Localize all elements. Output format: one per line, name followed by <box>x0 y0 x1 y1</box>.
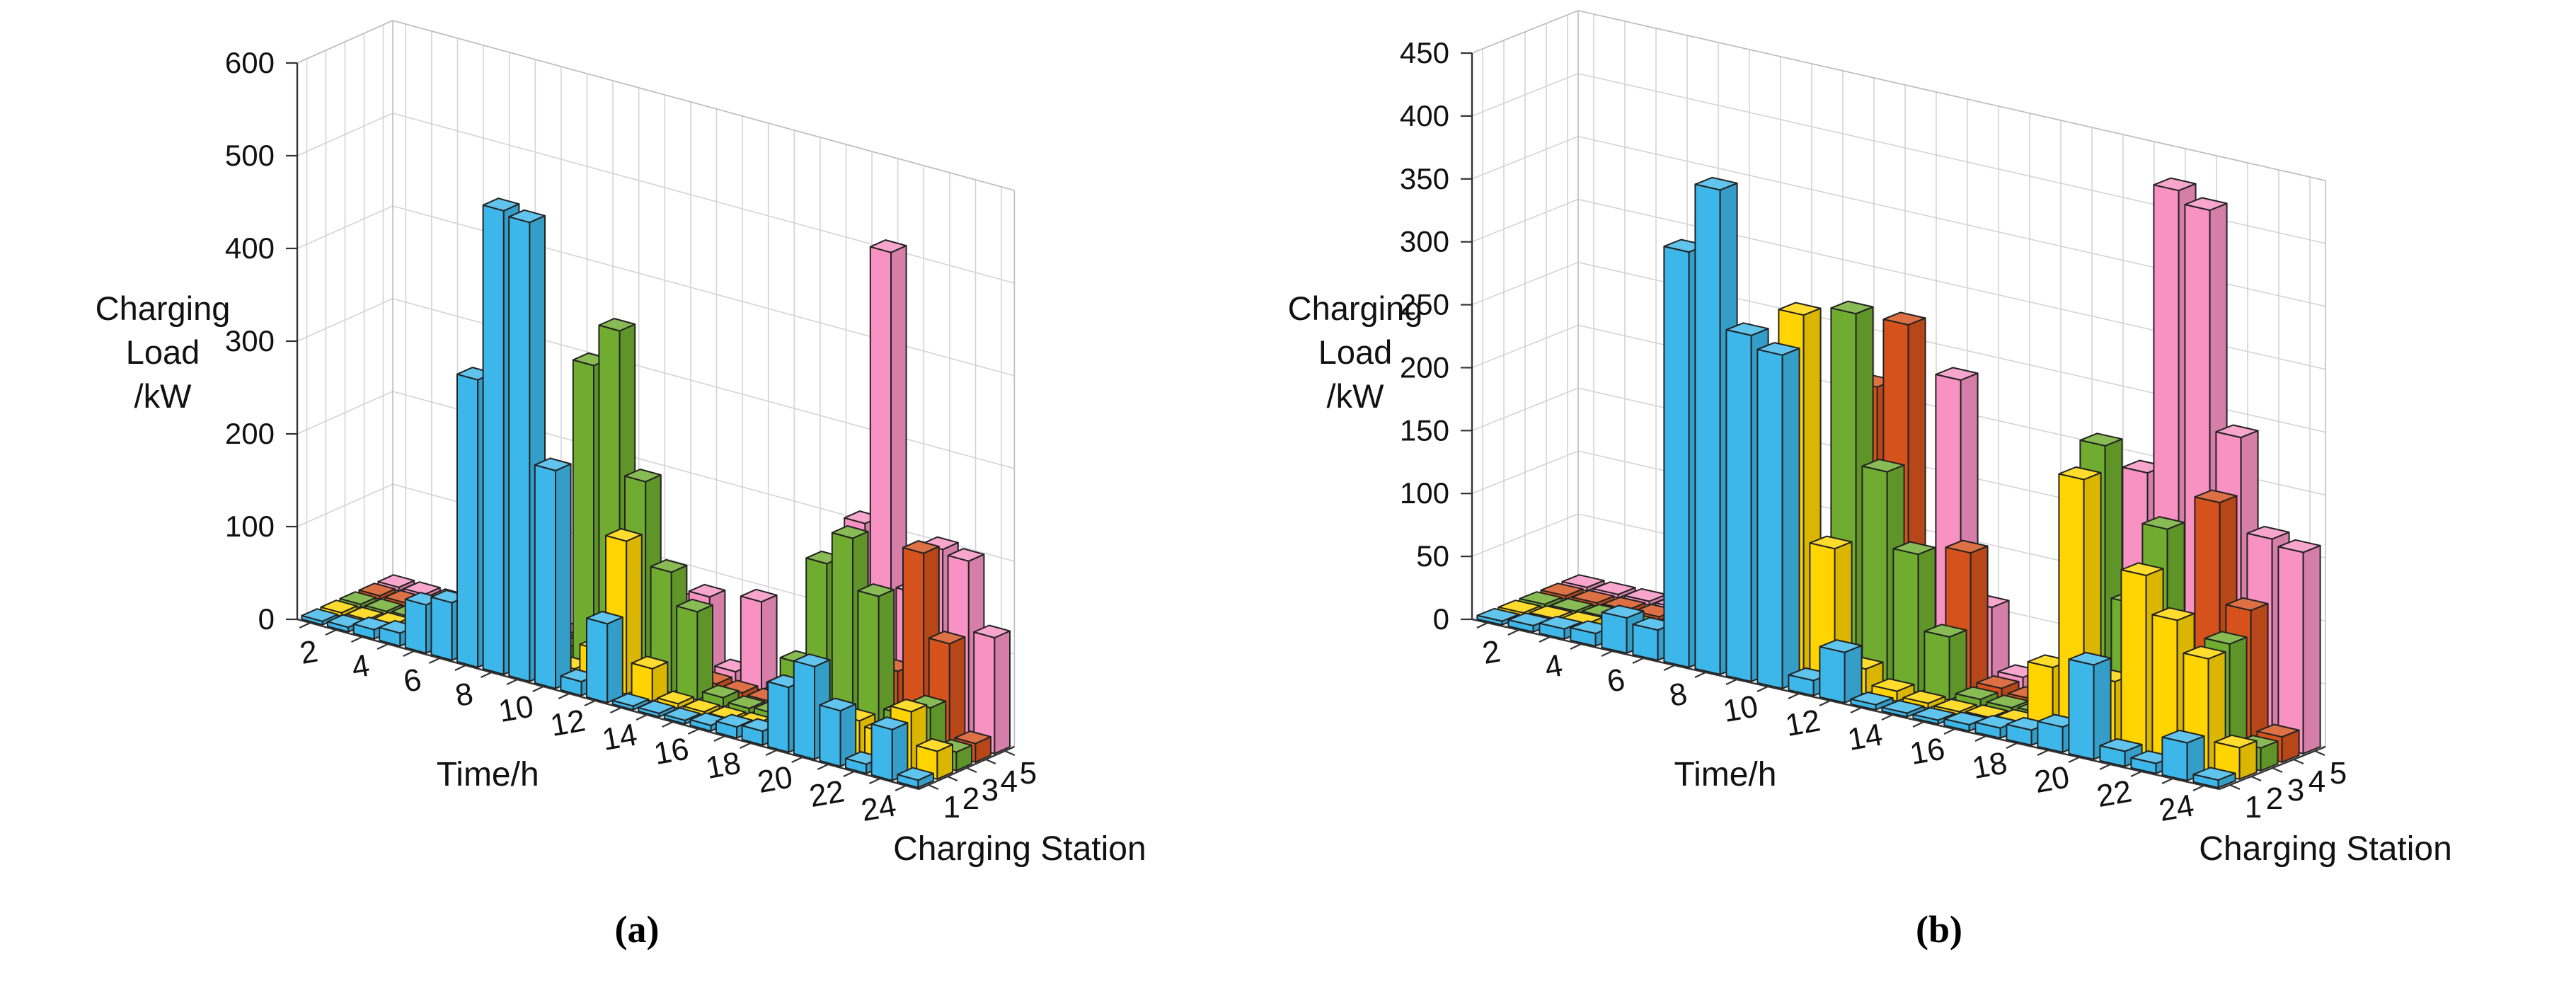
svg-text:Charging: Charging <box>1288 289 1422 327</box>
svg-text:1: 1 <box>943 790 960 825</box>
svg-text:Charging Station: Charging Station <box>2199 830 2452 868</box>
svg-text:2: 2 <box>962 781 979 816</box>
chart-a-container: 0 100 200 300 400 500 600 2 4 6 8 10 12 14 16 18 20 22 24 1… <box>96 20 1146 951</box>
svg-text:6: 6 <box>1604 662 1628 699</box>
svg-text:3: 3 <box>982 773 999 808</box>
svg-text:Charging Station: Charging Station <box>893 830 1146 868</box>
svg-text:3: 3 <box>2287 773 2304 808</box>
svg-text:2: 2 <box>2266 781 2283 816</box>
svg-text:5: 5 <box>1020 756 1037 791</box>
svg-text:12: 12 <box>1783 703 1823 743</box>
svg-text:Load: Load <box>126 333 200 371</box>
svg-text:Charging: Charging <box>96 289 231 327</box>
svg-text:24: 24 <box>2156 788 2197 828</box>
svg-text:20: 20 <box>755 759 795 800</box>
chart-a-caption: (a) <box>614 908 660 951</box>
svg-text:14: 14 <box>599 717 640 757</box>
chart-b-caption: (b) <box>1916 908 1962 951</box>
svg-text:150: 150 <box>1400 413 1449 447</box>
svg-text:12: 12 <box>548 703 588 743</box>
svg-text:0: 0 <box>258 602 275 636</box>
svg-text:50: 50 <box>1416 539 1449 573</box>
svg-text:16: 16 <box>1907 731 1948 771</box>
svg-text:2: 2 <box>297 633 321 671</box>
svg-text:22: 22 <box>2094 774 2134 814</box>
svg-text:22: 22 <box>807 774 847 814</box>
svg-text:Time/h: Time/h <box>437 756 539 793</box>
svg-text:600: 600 <box>225 46 275 79</box>
svg-text:/kW: /kW <box>134 377 192 415</box>
svg-text:14: 14 <box>1845 717 1885 757</box>
svg-text:20: 20 <box>2032 759 2072 800</box>
svg-text:16: 16 <box>651 731 691 771</box>
svg-text:2: 2 <box>1480 633 1503 671</box>
svg-text:4: 4 <box>2308 764 2325 799</box>
svg-text:6: 6 <box>401 662 424 699</box>
svg-text:10: 10 <box>496 689 536 729</box>
svg-text:100: 100 <box>225 510 275 543</box>
svg-text:1: 1 <box>2245 790 2262 825</box>
svg-text:5: 5 <box>2330 756 2347 791</box>
svg-text:450: 450 <box>1400 36 1449 69</box>
svg-text:8: 8 <box>1667 676 1690 713</box>
svg-text:300: 300 <box>225 324 275 357</box>
svg-text:500: 500 <box>225 139 275 172</box>
svg-text:24: 24 <box>858 788 899 828</box>
svg-text:18: 18 <box>703 745 744 786</box>
svg-text:18: 18 <box>1970 745 2010 786</box>
svg-text:/kW: /kW <box>1327 377 1385 415</box>
svg-text:8: 8 <box>453 676 476 713</box>
svg-text:4: 4 <box>1542 648 1565 685</box>
svg-text:200: 200 <box>1400 350 1449 384</box>
svg-text:400: 400 <box>1400 99 1449 132</box>
svg-text:4: 4 <box>349 648 372 685</box>
svg-text:100: 100 <box>1400 476 1449 510</box>
svg-text:200: 200 <box>225 417 275 450</box>
chart-b-container: 0 50 100 150 200 250 300 350 400 450 2 4 6 8 10 12 14 16 1… <box>1288 0 2576 981</box>
svg-text:350: 350 <box>1400 162 1449 195</box>
svg-text:Time/h: Time/h <box>1674 756 1777 793</box>
svg-text:10: 10 <box>1720 689 1761 729</box>
svg-text:Load: Load <box>1318 333 1393 371</box>
svg-text:250: 250 <box>1400 288 1449 321</box>
svg-text:4: 4 <box>1001 764 1018 799</box>
svg-text:300: 300 <box>1400 225 1449 258</box>
svg-text:0: 0 <box>1433 602 1449 636</box>
svg-text:400: 400 <box>225 231 275 265</box>
